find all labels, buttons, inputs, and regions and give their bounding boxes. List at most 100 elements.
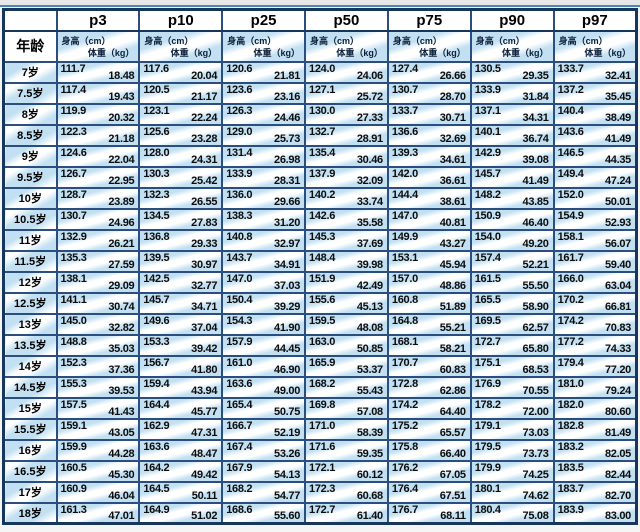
data-cell-p25: 167.9 54.13 [221,459,307,483]
weight-value: 79.24 [604,384,631,397]
weight-value: 67.05 [439,468,466,481]
height-unit-label: 身高（cm） [392,35,442,46]
data-cell-p10: 120.5 21.17 [138,81,224,105]
data-cell-p90: 172.7 65.80 [469,333,555,357]
weight-value: 74.25 [522,468,549,481]
data-cell-p3: 157.5 41.43 [55,396,141,420]
weight-value: 60.12 [356,468,383,481]
weight-value: 82.05 [604,447,631,460]
height-value: 149.6 [143,314,170,327]
height-value: 145.3 [309,230,336,243]
height-value: 137.9 [309,167,336,180]
height-value: 160.8 [391,293,418,306]
height-value: 140.8 [226,230,253,243]
data-cell-p3: 138.1 29.09 [55,270,141,294]
weight-value: 59.35 [356,447,383,460]
weight-value: 28.31 [274,174,301,187]
weight-value: 25.72 [356,90,383,103]
data-cell-p25: 157.9 44.45 [221,333,307,357]
weight-value: 43.94 [191,384,218,397]
height-unit-label: 身高（cm） [310,35,360,46]
weight-value: 25.73 [274,132,301,145]
weight-value: 40.81 [439,216,466,229]
height-value: 168.2 [309,377,336,390]
weight-value: 38.61 [439,195,466,208]
height-value: 140.1 [474,125,501,138]
table-row: 16岁 159.9 44.28 163.6 48.47 167.4 53.26 171.6 59… [2,438,638,462]
data-cell-p97: 183.9 83.00 [552,501,638,525]
weight-value: 50.11 [191,489,218,502]
height-unit-label: 身高（cm） [227,35,277,46]
data-cell-p90: 148.2 43.85 [469,186,555,210]
height-value: 153.3 [143,335,170,348]
height-value: 172.7 [474,335,501,348]
weight-value: 81.49 [604,426,631,439]
data-cell-p50: 132.7 28.91 [304,123,389,147]
height-value: 137.2 [557,83,584,96]
data-cell-p90: 145.7 41.49 [469,165,555,189]
data-cell-p75: 176.7 68.11 [386,501,472,525]
age-label: 15岁 [2,396,58,420]
weight-value: 66.40 [439,447,466,460]
height-value: 149.9 [391,230,418,243]
table-row: 10岁 128.7 23.89 132.3 26.55 136.0 29.66 140.2 33… [2,186,638,210]
weight-value: 23.16 [274,90,301,103]
age-label: 17岁 [2,480,58,504]
height-value: 182.8 [557,419,584,432]
height-value: 169.8 [309,398,336,411]
weight-value: 55.21 [439,321,466,334]
height-value: 164.8 [391,314,418,327]
data-cell-p90: 161.5 55.50 [469,270,555,294]
data-cell-p10: 153.3 39.42 [138,333,224,357]
weight-value: 73.73 [522,447,549,460]
data-cell-p50: 145.3 37.69 [304,228,389,252]
height-value: 135.3 [60,251,87,264]
weight-value: 43.27 [439,237,466,250]
data-cell-p10: 159.4 43.94 [138,375,224,399]
weight-value: 28.70 [439,90,466,103]
weight-value: 52.21 [522,258,549,271]
data-cell-p90: 140.1 36.74 [469,123,555,147]
height-value: 171.6 [309,440,336,453]
growth-percentile-table: p3 p10 p25 p50 p75 p90 p97 年龄 身高（cm） 体重（kg） 身高（cm… [2,8,638,525]
weight-value: 45.77 [191,405,218,418]
data-cell-p3: 148.8 35.03 [55,333,141,357]
data-cell-p10: 142.5 32.77 [138,270,224,294]
weight-value: 42.49 [356,279,383,292]
data-cell-p25: 123.6 23.16 [221,81,307,105]
data-cell-p97: 170.2 66.81 [552,291,638,315]
data-cell-p50: 130.0 27.33 [304,102,389,126]
weight-value: 26.66 [439,69,466,82]
height-value: 129.0 [226,125,253,138]
data-cell-p10: 136.8 29.33 [138,228,224,252]
height-value: 142.6 [309,209,336,222]
unit-header-row: 年龄 身高（cm） 体重（kg） 身高（cm） 体重（kg） 身高（cm） 体重（kg） 身高… [2,29,638,63]
data-cell-p10: 164.5 50.11 [138,480,224,504]
weight-value: 39.29 [274,300,301,313]
height-value: 133.7 [391,104,418,117]
weight-value: 41.49 [604,132,631,145]
data-cell-p97: 152.0 50.01 [552,186,638,210]
height-value: 157.9 [226,335,253,348]
height-value: 161.7 [557,251,584,264]
height-value: 176.2 [391,461,418,474]
data-cell-p75: 130.7 28.70 [386,81,472,105]
height-value: 120.6 [226,62,253,75]
weight-value: 68.53 [522,363,549,376]
height-value: 149.4 [557,167,584,180]
height-value: 153.1 [391,251,418,264]
weight-value: 62.86 [439,384,466,397]
height-value: 142.9 [474,146,501,159]
weight-value: 32.97 [274,237,301,250]
data-cell-p10: 125.6 23.28 [138,123,224,147]
data-cell-p90: 180.1 74.62 [469,480,555,504]
height-value: 159.4 [143,377,170,390]
data-cell-p50: 148.4 39.98 [304,249,389,273]
weight-value: 44.35 [604,153,631,166]
weight-value: 34.61 [439,153,466,166]
age-label: 7.5岁 [2,81,58,105]
height-value: 128.0 [143,146,170,159]
data-cell-p75: 174.2 64.40 [386,396,472,420]
weight-value: 51.89 [439,300,466,313]
